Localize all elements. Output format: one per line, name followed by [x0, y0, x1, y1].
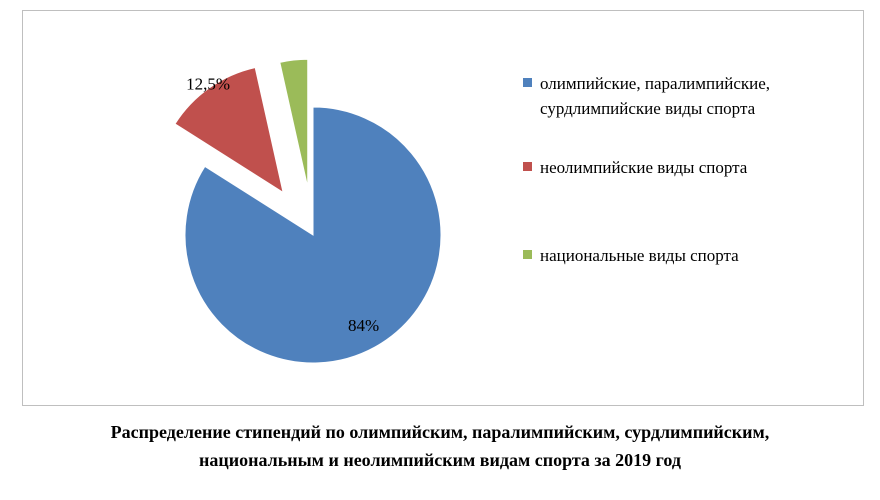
- legend-swatch-national: [523, 250, 532, 259]
- legend-swatch-non-olympic: [523, 162, 532, 171]
- legend-label-olympic-line2: сурдлимпийские виды спорта: [540, 99, 756, 118]
- caption-line-1: Распределение стипендий по олимпийским, …: [110, 422, 770, 442]
- pie-data-labels: 84%12,5%3,5%: [186, 75, 379, 335]
- legend-swatch-olympic: [523, 78, 532, 87]
- pie-slice-olympic: [184, 106, 442, 364]
- chart-area: 84%12,5%3,5% олимпийские, паралимпийские…: [22, 10, 864, 406]
- pie-slice-national: [279, 58, 309, 188]
- pie-chart: 84%12,5%3,5%: [174, 58, 442, 364]
- data-label-non-olympic: 12,5%: [186, 75, 230, 94]
- legend-item-national: национальные виды спорта: [523, 243, 853, 268]
- legend-item-olympic: олимпийские, паралимпийские, сурдлимпийс…: [523, 71, 853, 121]
- legend-label-olympic: олимпийские, паралимпийские, сурдлимпийс…: [540, 71, 770, 121]
- data-label-olympic: 84%: [348, 316, 379, 335]
- chart-caption: Распределение стипендий по олимпийским, …: [0, 418, 880, 474]
- legend-label-olympic-line1: олимпийские, паралимпийские,: [540, 74, 771, 93]
- pie-slices: [174, 58, 442, 364]
- pie-slice-non-olympic: [174, 66, 284, 194]
- legend-item-non-olympic: неолимпийские виды спорта: [523, 155, 853, 180]
- caption-line-2: национальным и неолимпийским видам спорт…: [199, 450, 681, 470]
- legend-label-national: национальные виды спорта: [540, 246, 739, 265]
- legend-label-non-olympic: неолимпийские виды спорта: [540, 158, 748, 177]
